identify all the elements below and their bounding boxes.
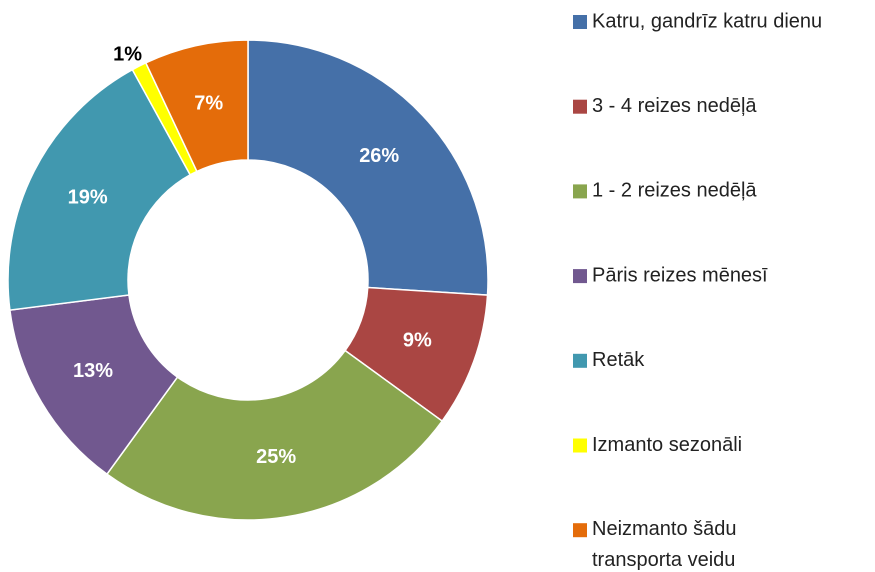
legend-swatch [573, 523, 587, 538]
legend-label: Neizmanto šādu transporta veidu [592, 518, 742, 571]
legend-label: 1 - 2 reizes nedēļā [592, 180, 757, 202]
donut-slice [144, 39, 249, 173]
legend-swatch [573, 15, 587, 29]
data-label: 13% [73, 360, 113, 382]
data-label: 7% [194, 93, 223, 115]
donut-slice [247, 39, 489, 296]
legend-swatch [573, 353, 587, 368]
legend-label: Katru, gandrīz katru dienu [592, 10, 822, 32]
donut-slice [9, 294, 179, 476]
legend-swatch [573, 99, 587, 114]
data-label: 19% [68, 187, 108, 209]
legend-swatch [573, 269, 587, 284]
legend-swatch [573, 184, 587, 199]
legend-swatch [573, 438, 587, 453]
data-label: 1% [113, 44, 142, 66]
data-label: 26% [359, 145, 399, 167]
data-label: 9% [403, 329, 432, 351]
donut-slice [105, 349, 444, 521]
legend-label: 3 - 4 reizes nedēļā [592, 95, 757, 117]
legend-label: Retāk [592, 349, 645, 371]
donut-slice [7, 68, 192, 311]
legend-label: Pāris reizes mēnesī [592, 264, 768, 286]
legend-label: Izmanto sezonāli [592, 434, 742, 456]
data-label: 25% [256, 446, 296, 468]
